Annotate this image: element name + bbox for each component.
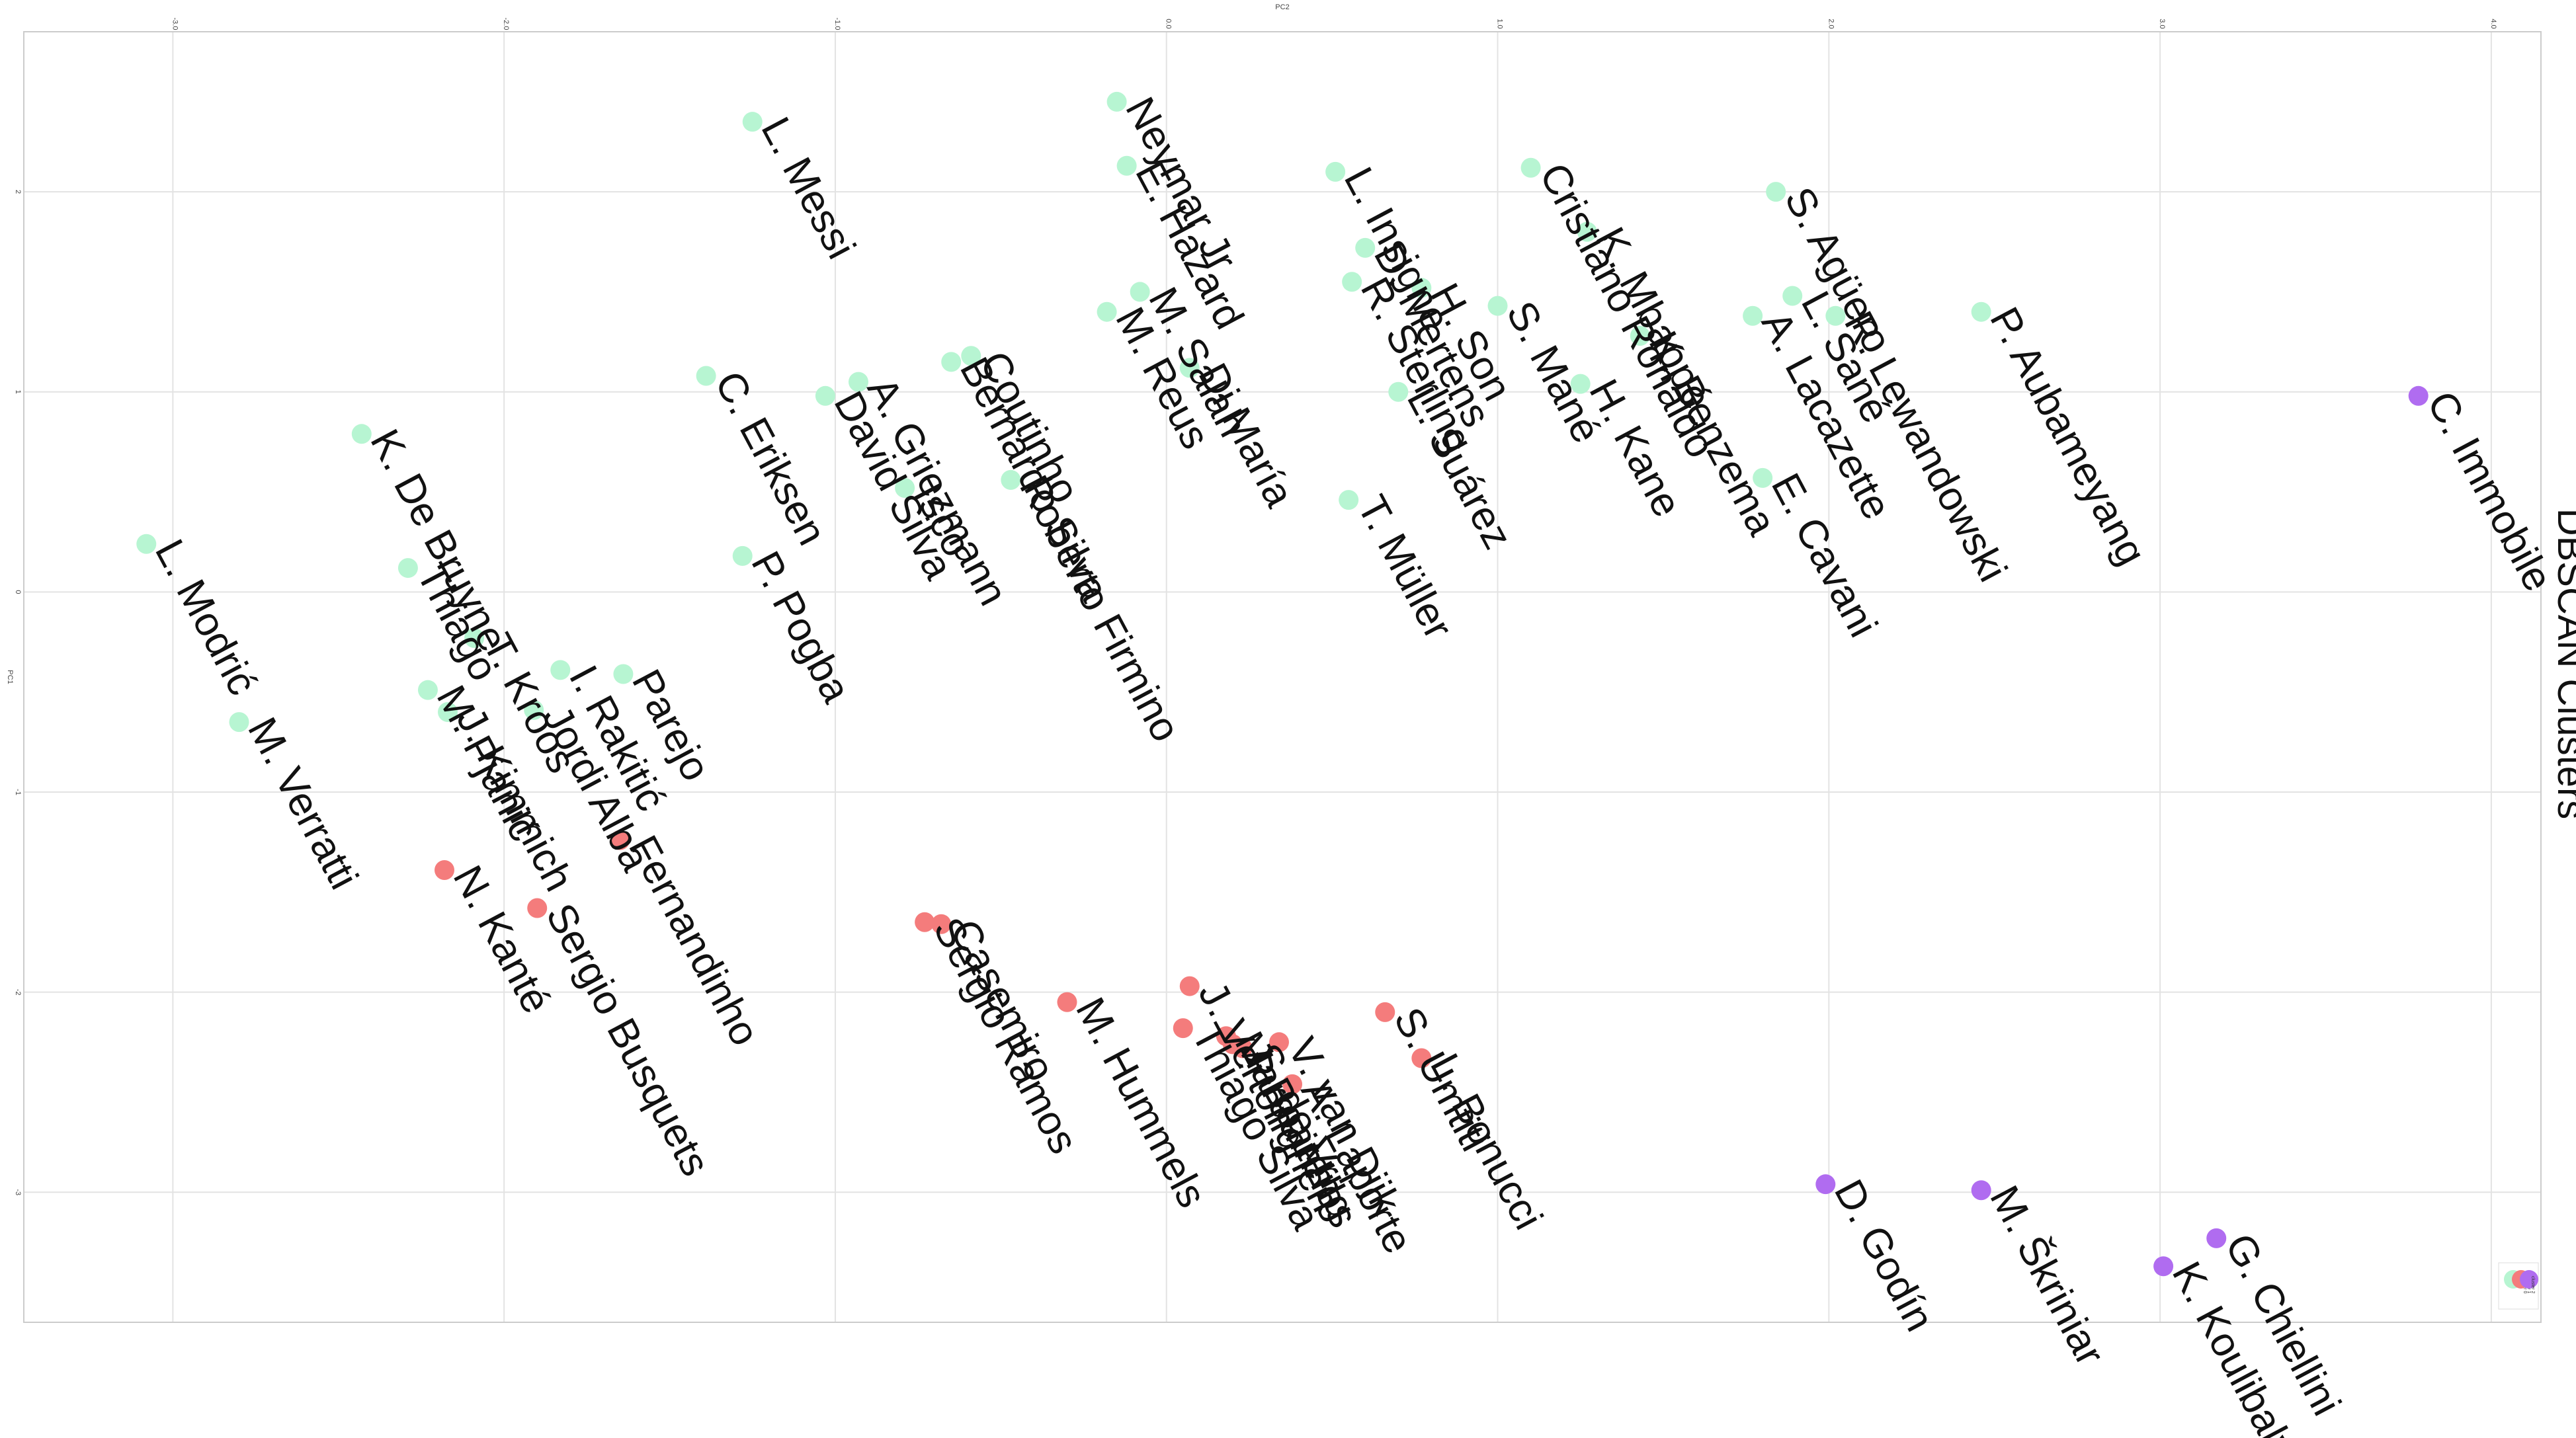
data-point	[1339, 490, 1359, 510]
x-tick-label: 4.0	[2489, 19, 2497, 28]
data-point	[1179, 976, 1200, 996]
data-point	[848, 372, 868, 392]
y-tick-label: 2	[14, 190, 22, 194]
data-point	[2408, 385, 2429, 406]
data-point	[417, 680, 438, 700]
x-tick-label: 0.0	[1165, 19, 1173, 28]
data-point	[1971, 301, 1991, 322]
legend-entry: cluster 2	[2530, 1276, 2535, 1294]
data-point	[1411, 278, 1432, 298]
data-point	[397, 558, 418, 579]
data-point	[1971, 1180, 1991, 1201]
data-point	[527, 898, 548, 918]
data-points	[136, 91, 2429, 1277]
data-point	[613, 664, 634, 684]
data-point	[1630, 326, 1650, 346]
data-point	[229, 712, 249, 733]
data-point	[1782, 286, 1803, 306]
data-point	[961, 346, 981, 366]
data-point	[1268, 1032, 1289, 1053]
legend-marker	[2520, 1270, 2538, 1289]
x-tick-label: 1.0	[1496, 19, 1504, 28]
data-point	[1106, 91, 1127, 112]
data-point	[1173, 1018, 1193, 1039]
data-point	[1825, 305, 1846, 326]
data-point	[1325, 161, 1346, 182]
data-point	[2153, 1256, 2174, 1277]
data-point	[915, 912, 935, 932]
data-point	[1179, 358, 1200, 378]
y-axis-label: PC1	[6, 670, 14, 684]
data-point	[438, 701, 458, 722]
data-point	[931, 914, 952, 934]
data-point	[524, 699, 544, 720]
data-point	[1570, 374, 1591, 394]
data-point	[1753, 467, 1773, 488]
data-point	[1130, 282, 1150, 302]
plot-frame	[23, 31, 2542, 1323]
x-axis-label: PC2	[1275, 3, 1289, 11]
data-point	[1232, 1038, 1253, 1059]
data-point	[696, 366, 716, 386]
data-point	[1577, 221, 1597, 242]
y-tick-label: -3	[14, 1189, 22, 1195]
y-tick-label: 1	[14, 390, 22, 394]
data-point	[435, 860, 455, 881]
data-point	[550, 660, 571, 680]
data-point	[1001, 469, 1021, 490]
x-tick-label: -2.0	[502, 18, 510, 30]
y-tick-label: 0	[14, 590, 22, 594]
data-point	[895, 478, 915, 499]
x-tick-label: 3.0	[2158, 19, 2166, 28]
data-point	[1342, 272, 1362, 292]
data-point	[815, 385, 835, 406]
data-point	[1388, 381, 1409, 402]
data-point	[1097, 301, 1117, 322]
data-point	[1355, 237, 1376, 258]
data-point	[1282, 1074, 1303, 1094]
data-point	[351, 424, 372, 444]
x-tick-label: 2.0	[1827, 19, 1835, 28]
data-point	[1815, 1174, 1836, 1195]
chart-title: DBSCAN Clusters	[2550, 508, 2576, 820]
data-point	[136, 534, 157, 554]
tick-labels: -3.0 -2.0 -1.0 0.0 1.0 2.0 3.0 4.0 -3 -2 -1 0 1 2	[14, 18, 2497, 1196]
x-tick-label: -1.0	[833, 18, 841, 30]
data-point	[941, 352, 962, 372]
data-point	[1520, 157, 1541, 178]
data-point	[1743, 305, 1763, 326]
y-tick-label: -1	[14, 789, 22, 795]
data-point	[1411, 1048, 1432, 1068]
data-point	[742, 112, 763, 132]
legend: cluster 0cluster 1cluster 2	[2498, 1262, 2539, 1310]
data-point	[610, 830, 630, 850]
x-tick-label: -3.0	[171, 18, 179, 30]
data-point	[732, 545, 753, 566]
data-point	[464, 627, 485, 648]
grid-lines	[24, 32, 2541, 1322]
data-point	[1057, 992, 1077, 1012]
data-point	[1487, 296, 1508, 316]
y-tick-label: -2	[14, 989, 22, 996]
data-point	[2206, 1228, 2227, 1248]
data-point	[1116, 155, 1137, 176]
data-point	[1375, 1002, 1395, 1022]
data-point	[1766, 182, 1786, 202]
